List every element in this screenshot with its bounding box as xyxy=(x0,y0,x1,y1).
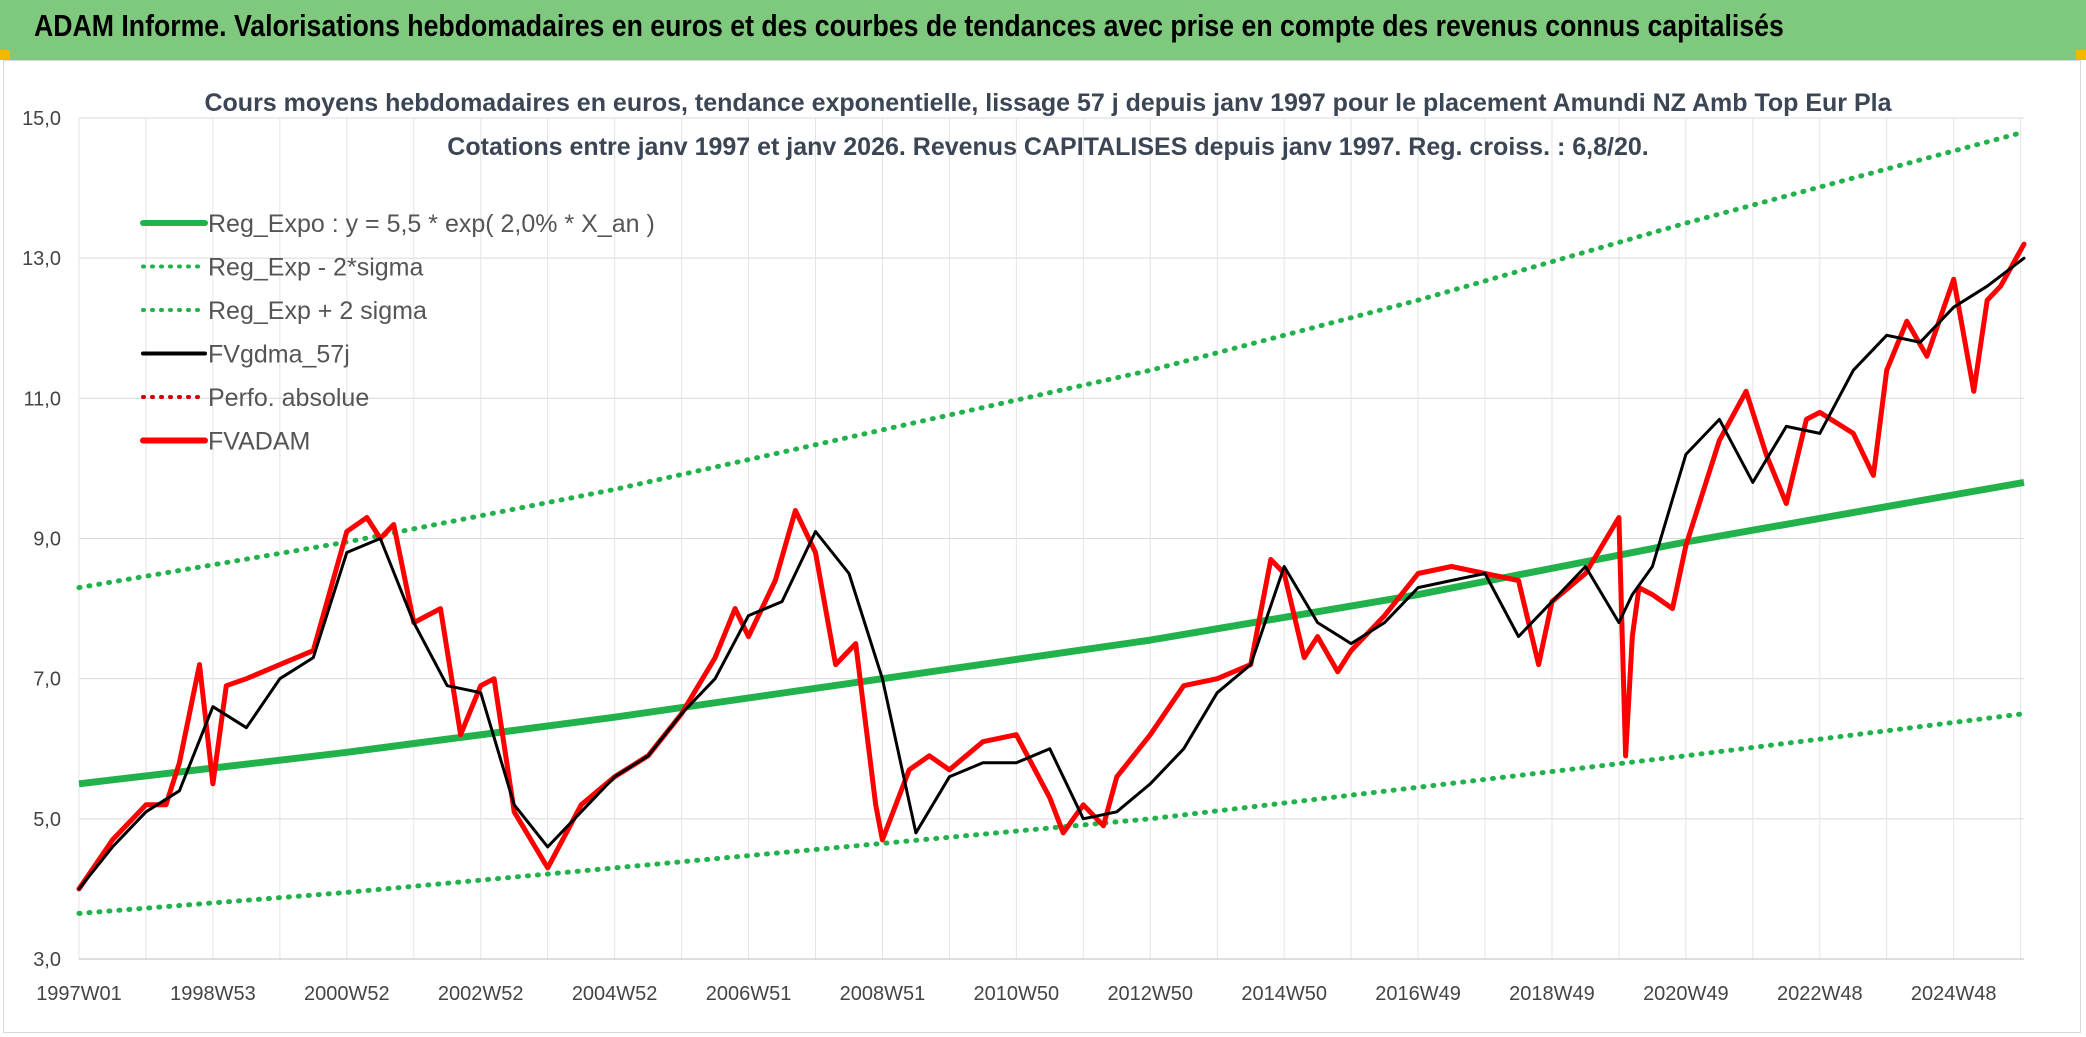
y-axis: 3,0 5,0 7,0 9,0 11,0 13,0 15,0 xyxy=(22,108,61,971)
plot-area xyxy=(76,129,2027,916)
series-upper-sigma-line xyxy=(76,129,2027,591)
y-tick-label: 5,0 xyxy=(33,809,61,831)
legend-label: FVADAM xyxy=(208,428,310,456)
x-tick-label: 2014W50 xyxy=(1241,983,1327,1005)
y-tick-label: 7,0 xyxy=(33,669,61,691)
legend-label: FVgdma_57j xyxy=(208,341,350,369)
y-tick-label: 11,0 xyxy=(24,388,61,410)
grid xyxy=(78,117,2024,960)
x-tick-label: 2008W51 xyxy=(840,983,926,1005)
series-fvadam-line xyxy=(76,241,2027,892)
page-title: ADAM Informe. Valorisations hebdomadaire… xyxy=(34,8,1784,43)
y-tick-label: 3,0 xyxy=(33,949,61,971)
x-tick-label: 1998W53 xyxy=(170,983,256,1005)
legend-label: Reg_Exp - 2*sigma xyxy=(208,254,423,282)
series-lower-sigma-line xyxy=(76,711,2027,916)
legend-label: Perfo. absolue xyxy=(208,384,369,412)
x-tick-label: 1997W01 xyxy=(36,983,122,1005)
x-tick-label: 2004W52 xyxy=(572,983,658,1005)
banner-accent-right xyxy=(2076,50,2086,60)
x-tick-label: 2012W50 xyxy=(1107,983,1193,1005)
x-tick-label: 2020W49 xyxy=(1643,983,1729,1005)
x-tick-label: 2000W52 xyxy=(304,983,390,1005)
chart-title: Cours moyens hebdomadaires en euros, ten… xyxy=(204,89,1892,117)
banner-accent-left xyxy=(0,50,10,60)
x-tick-label: 2018W49 xyxy=(1509,983,1595,1005)
x-tick-label: 2006W51 xyxy=(706,983,792,1005)
legend-label: Reg_Exp + 2 sigma xyxy=(208,297,427,325)
series-trend-line xyxy=(78,478,2025,788)
x-tick-label: 2002W52 xyxy=(438,983,524,1005)
y-tick-label: 9,0 xyxy=(33,529,61,551)
x-tick-label: 2010W50 xyxy=(974,983,1060,1005)
y-tick-label: 15,0 xyxy=(22,108,61,130)
chart-subtitle: Cotations entre janv 1997 et janv 2026. … xyxy=(447,133,1648,161)
series-moving-average-line xyxy=(77,256,2026,891)
header-banner: ADAM Informe. Valorisations hebdomadaire… xyxy=(0,0,2086,60)
legend: Reg_Expo : y = 5,5 * exp( 2,0% * X_an ) R… xyxy=(140,210,655,456)
legend-label: Reg_Expo : y = 5,5 * exp( 2,0% * X_an ) xyxy=(208,210,655,238)
x-tick-label: 2016W49 xyxy=(1375,983,1461,1005)
chart-frame xyxy=(3,60,2081,1033)
x-axis: 1997W01 1998W53 2000W52 2002W52 2004W52 2006W… xyxy=(36,983,1996,1005)
x-tick-label: 2022W48 xyxy=(1777,983,1863,1005)
y-tick-label: 13,0 xyxy=(22,248,61,270)
x-tick-label: 2024W48 xyxy=(1911,983,1997,1005)
